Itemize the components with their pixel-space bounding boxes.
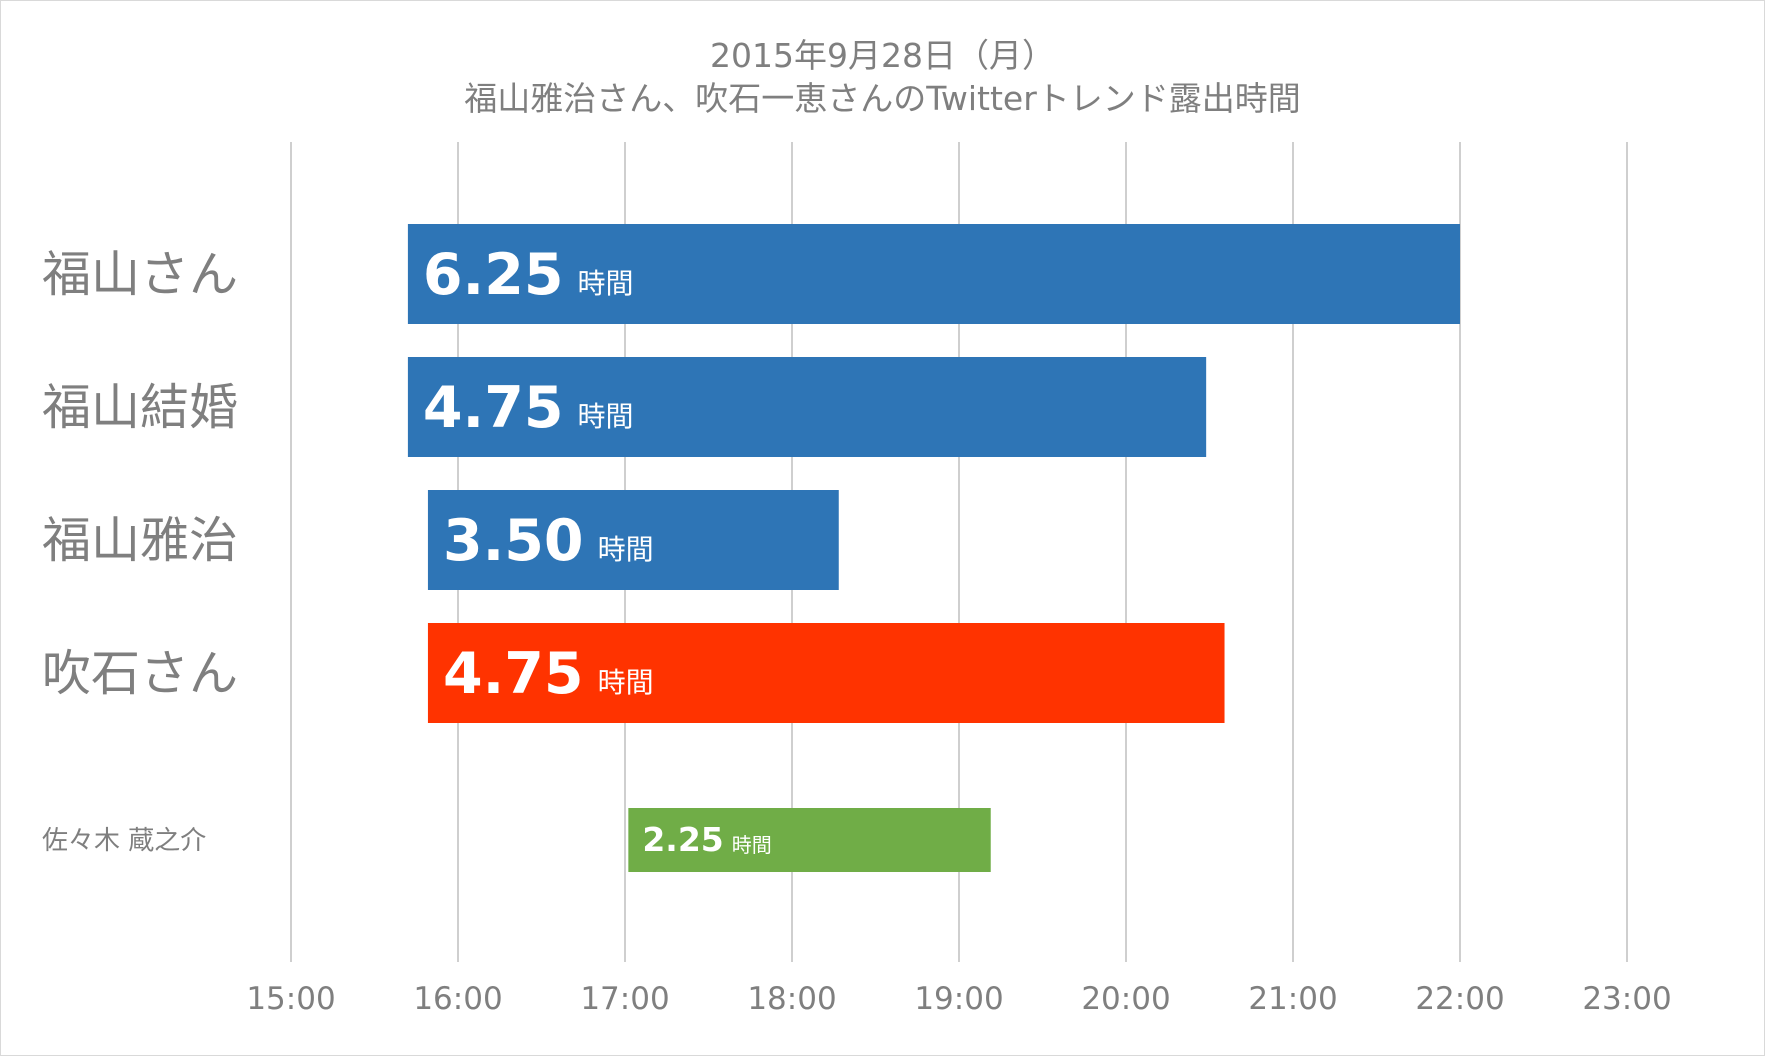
bar-value-label: 3.50	[443, 508, 584, 574]
chart-title-line2: 福山雅治さん、吹石一恵さんのTwitterトレンド露出時間	[464, 79, 1301, 118]
x-tick-label: 15:00	[246, 981, 335, 1017]
bar-value-label: 4.75	[443, 641, 584, 707]
bar	[427, 490, 839, 590]
bars: 6.25 時間 4.75 時間 3.50 時間 4.75 時間 2.25 時間	[407, 224, 1460, 872]
bar-unit-label: 時間	[598, 666, 654, 699]
bar-unit-label: 時間	[578, 400, 634, 433]
x-tick-label: 17:00	[580, 981, 669, 1017]
category-label: 吹石さん	[42, 645, 238, 702]
bar-value-label: 4.75	[423, 375, 564, 441]
bar-unit-label: 時間	[598, 533, 654, 566]
x-tick-label: 23:00	[1582, 981, 1671, 1017]
x-tick-label: 22:00	[1415, 981, 1504, 1017]
x-tick-label: 16:00	[413, 981, 502, 1017]
category-label: 佐々木 蔵之介	[42, 826, 206, 856]
bar-value-label: 2.25	[642, 820, 723, 859]
x-tick-label: 20:00	[1081, 981, 1170, 1017]
bar	[407, 224, 1460, 324]
x-axis-ticks: 15:00 16:00 17:00 18:00 19:00 20:00 21:00 22:00…	[246, 981, 1671, 1017]
chart-title-line1: 2015年9月28日（月）	[710, 36, 1055, 75]
bar	[628, 808, 991, 872]
bar-unit-label: 時間	[732, 833, 772, 857]
x-tick-label: 18:00	[747, 981, 836, 1017]
bar-unit-label: 時間	[578, 267, 634, 300]
bar	[427, 623, 1225, 723]
x-tick-label: 19:00	[914, 981, 1003, 1017]
chart-title: 2015年9月28日（月） 福山雅治さん、吹石一恵さんのTwitterトレンド露…	[0, 34, 1765, 120]
bar	[407, 357, 1207, 457]
x-tick-label: 21:00	[1248, 981, 1337, 1017]
category-label: 福山雅治	[42, 512, 238, 569]
category-label: 福山さん	[42, 246, 238, 303]
bar-value-label: 6.25	[423, 242, 564, 308]
category-label: 福山結婚	[42, 379, 238, 436]
